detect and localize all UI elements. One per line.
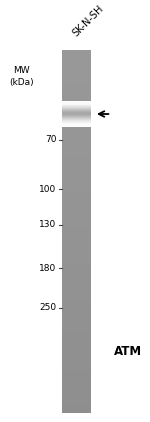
FancyBboxPatch shape [62,119,91,120]
FancyBboxPatch shape [62,111,91,112]
FancyBboxPatch shape [62,102,91,103]
FancyBboxPatch shape [62,125,91,126]
FancyBboxPatch shape [62,124,91,125]
FancyBboxPatch shape [62,112,91,113]
FancyBboxPatch shape [62,114,91,115]
FancyBboxPatch shape [62,115,91,116]
FancyBboxPatch shape [62,122,91,124]
FancyBboxPatch shape [62,126,91,127]
FancyBboxPatch shape [62,104,91,105]
FancyBboxPatch shape [62,113,91,114]
FancyBboxPatch shape [62,101,91,102]
Text: SK-N-SH: SK-N-SH [70,4,105,39]
Text: 100: 100 [39,185,56,194]
FancyBboxPatch shape [62,109,91,110]
Text: 70: 70 [45,135,56,144]
Text: 130: 130 [39,220,56,229]
Text: ATM: ATM [114,345,142,358]
Text: 180: 180 [39,264,56,273]
FancyBboxPatch shape [62,107,91,108]
FancyBboxPatch shape [62,105,91,106]
FancyBboxPatch shape [62,117,91,118]
FancyBboxPatch shape [62,103,91,104]
Text: 250: 250 [39,303,56,312]
FancyBboxPatch shape [62,106,91,107]
FancyBboxPatch shape [62,108,91,109]
FancyBboxPatch shape [62,118,91,119]
FancyBboxPatch shape [62,110,91,111]
FancyBboxPatch shape [62,120,91,121]
FancyBboxPatch shape [62,121,91,122]
FancyBboxPatch shape [62,116,91,117]
Text: MW
(kDa): MW (kDa) [9,67,34,87]
